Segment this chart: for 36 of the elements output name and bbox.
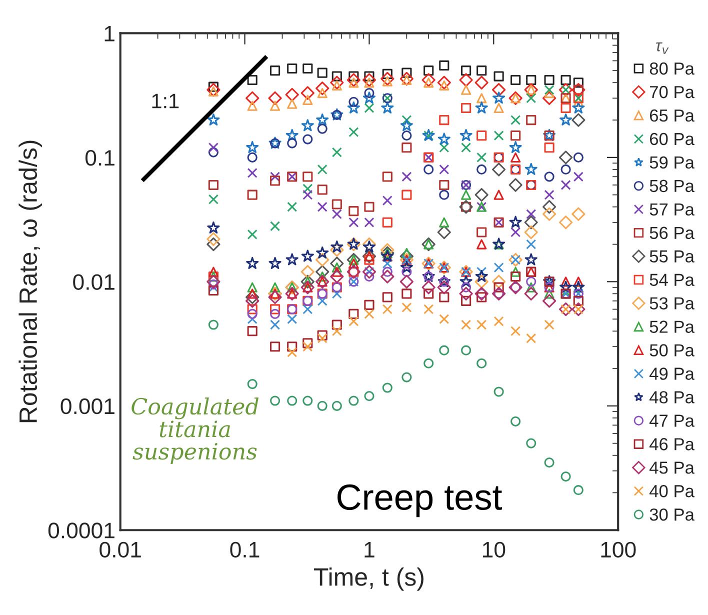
annotation: Coagulated titania suspenions (132, 397, 259, 464)
y-axis-title: Rotational Rate, ω (rad/s) (18, 140, 42, 422)
legend-label: 65 Pa (650, 109, 694, 122)
legend-label: 30 Pa (650, 508, 694, 521)
legend-label: 70 Pa (650, 86, 694, 98)
legend-label: 45 Pa (650, 462, 694, 474)
legend-label: 50 Pa (650, 344, 694, 356)
y-tick-label: 0.0001 (48, 522, 114, 538)
annotation: 1:1 (152, 94, 179, 108)
legend-label: 48 Pa (650, 391, 694, 404)
x-tick-label: 0.1 (230, 542, 260, 558)
y-tick-label: 1 (104, 26, 114, 42)
x-axis-title: Time, t (s) (314, 568, 424, 591)
y-tick-label: 0.1 (85, 150, 114, 166)
legend-label: 53 Pa (650, 297, 694, 310)
legend-label: 40 Pa (650, 484, 694, 498)
annotation: Creep test (338, 484, 502, 518)
legend-label: 57 Pa (650, 203, 694, 216)
legend-label: 56 Pa (650, 226, 694, 240)
legend-label: 59 Pa (650, 156, 694, 169)
x-tick-label: 0.01 (100, 542, 141, 558)
legend-label: 52 Pa (650, 320, 694, 333)
legend-label: 55 Pa (650, 250, 694, 263)
legend-label: 54 Pa (650, 274, 694, 286)
legend-label: 46 Pa (650, 438, 694, 450)
legend-label: 80 Pa (650, 62, 694, 75)
legend-label: 49 Pa (650, 368, 694, 380)
legend-label: 60 Pa (650, 132, 694, 146)
y-tick-label: 0.01 (73, 274, 114, 290)
x-tick-label: 1 (364, 542, 374, 558)
legend-label: 47 Pa (650, 414, 694, 427)
legend-title: τ$_{v}$ (656, 42, 669, 54)
x-tick-label: 100 (601, 542, 636, 558)
legend-label: 58 Pa (650, 180, 694, 192)
y-tick-label: 0.001 (60, 398, 114, 414)
x-tick-label: 10 (482, 542, 506, 558)
